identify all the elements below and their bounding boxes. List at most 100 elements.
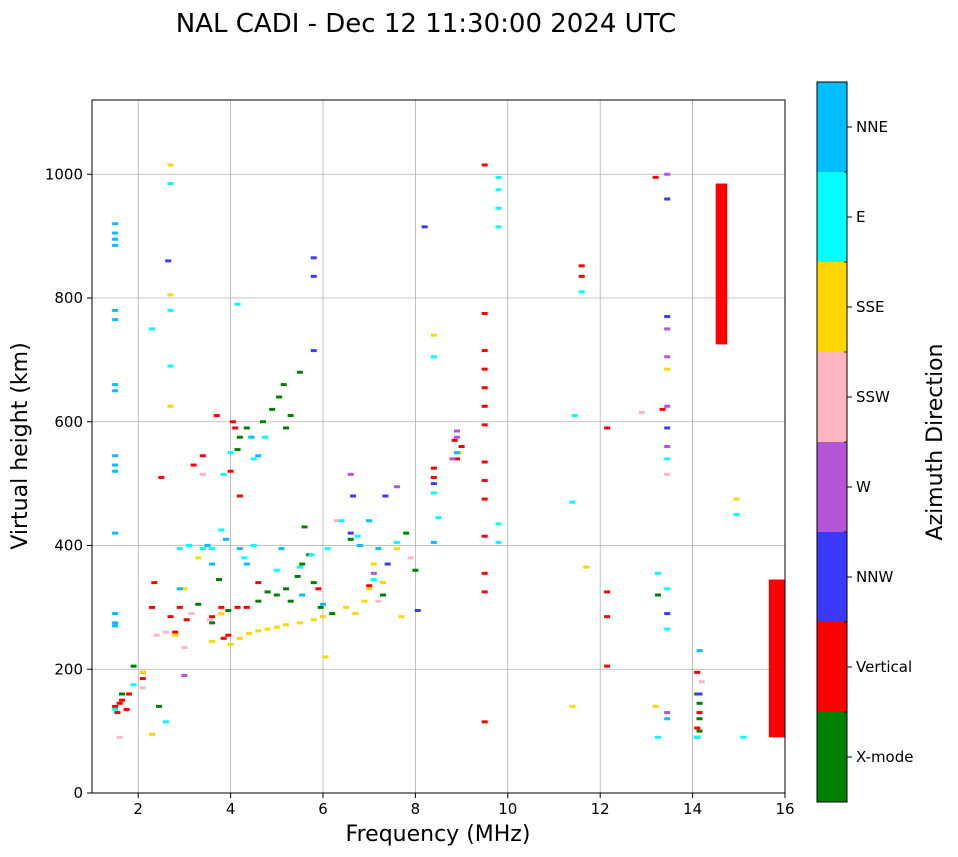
colorbar-label: Vertical	[856, 658, 912, 676]
data-point-e	[733, 513, 740, 517]
data-point-nne	[112, 624, 119, 628]
data-point-ssw	[638, 410, 645, 414]
data-point-x-mode	[234, 448, 241, 452]
data-point-x-mode	[280, 383, 287, 387]
data-point-vertical	[255, 581, 262, 585]
data-point-e	[495, 225, 502, 229]
colorbar-segment-vertical	[817, 622, 847, 712]
data-point-vertical	[172, 630, 179, 634]
data-point-w	[453, 435, 460, 439]
data-point-vertical	[604, 615, 611, 619]
data-point-x-mode	[347, 537, 354, 541]
data-point-x-mode	[236, 435, 243, 439]
data-point-sse	[664, 367, 671, 371]
data-point-sse	[139, 670, 146, 674]
colorbar-title: Azimuth Direction	[923, 343, 948, 540]
data-point-vertical	[451, 438, 458, 442]
data-point-nne	[236, 547, 243, 551]
data-point-vertical	[659, 407, 666, 411]
data-point-nne	[243, 562, 250, 566]
colorbar-label: W	[856, 478, 871, 496]
data-point-vertical	[209, 615, 216, 619]
data-point-sse	[209, 639, 216, 643]
data-point-sse	[236, 636, 243, 640]
data-point-vertical	[213, 414, 220, 418]
data-point-w	[370, 571, 377, 575]
data-point-vertical	[234, 605, 241, 609]
data-point-vertical	[225, 633, 232, 637]
data-point-vertical	[481, 534, 488, 538]
data-point-ssw	[139, 686, 146, 690]
x-tick-label: 8	[411, 800, 421, 818]
data-point-vertical	[243, 605, 250, 609]
data-point-e	[273, 568, 280, 572]
data-point-sse	[273, 625, 280, 629]
data-point-nne	[112, 454, 119, 458]
data-point-vertical	[315, 587, 322, 591]
data-point-sse	[398, 615, 405, 619]
data-point-vertical	[114, 711, 121, 715]
data-point-vertical	[481, 460, 488, 464]
data-point-sse	[370, 562, 377, 566]
data-point-sse	[583, 565, 590, 569]
data-point-sse	[149, 732, 156, 736]
chart-title: NAL CADI - Dec 12 11:30:00 2024 UTC	[176, 9, 676, 39]
data-point-e	[176, 547, 183, 551]
echo-band	[715, 183, 728, 345]
data-point-sse	[264, 627, 271, 631]
data-point-vertical	[481, 571, 488, 575]
data-point-sse	[352, 612, 359, 616]
x-axis-label: Frequency (MHz)	[346, 822, 531, 847]
data-point-nnw	[382, 494, 389, 498]
data-point-e	[370, 578, 377, 582]
data-point-vertical	[481, 720, 488, 724]
data-point-sse	[283, 623, 290, 627]
data-point-x-mode	[264, 590, 271, 594]
data-point-ssw	[153, 633, 160, 637]
data-point-vertical	[578, 274, 585, 278]
y-tick-label: 400	[54, 537, 83, 555]
data-point-x-mode	[216, 578, 223, 582]
data-point-sse	[255, 629, 262, 633]
data-point-ssw	[333, 519, 340, 523]
data-point-nnw	[310, 274, 317, 278]
data-point-sse	[296, 621, 303, 625]
data-point-nne	[696, 649, 703, 653]
x-tick-label: 14	[683, 800, 702, 818]
data-point-e	[338, 519, 345, 523]
data-point-e	[324, 547, 331, 551]
data-point-ssw	[188, 612, 195, 616]
data-point-sse	[227, 643, 234, 646]
data-point-e	[241, 556, 248, 560]
data-point-vertical	[227, 469, 234, 473]
data-point-e	[209, 547, 216, 551]
data-point-e	[495, 522, 502, 526]
data-point-e	[227, 451, 234, 455]
data-point-vertical	[481, 349, 488, 353]
data-point-sse	[322, 655, 329, 659]
x-tick-label: 4	[226, 800, 236, 818]
data-point-nne	[664, 717, 671, 721]
data-point-w	[664, 445, 671, 448]
data-point-x-mode	[269, 407, 276, 411]
x-tick-label: 12	[591, 800, 610, 818]
colorbar-segment-nne	[817, 82, 847, 172]
data-point-nne	[204, 544, 211, 547]
data-point-nne	[112, 308, 119, 312]
data-point-x-mode	[403, 531, 410, 535]
colorbar-label: X-mode	[856, 748, 913, 766]
data-point-e	[250, 457, 257, 461]
colorbar-segment-x-mode	[817, 712, 847, 802]
colorbar-label: SSW	[856, 388, 890, 406]
data-point-w	[664, 355, 671, 359]
data-point-e	[112, 707, 119, 711]
data-point-e	[296, 565, 303, 569]
colorbar-segment-nnw	[817, 532, 847, 622]
y-tick-label: 1000	[45, 165, 83, 183]
y-axis-label: Virtual height (km)	[8, 342, 33, 549]
data-point-vertical	[458, 445, 465, 448]
data-point-sse	[246, 631, 253, 635]
data-point-ssw	[199, 472, 206, 476]
colorbar-segment-sse	[817, 262, 847, 352]
